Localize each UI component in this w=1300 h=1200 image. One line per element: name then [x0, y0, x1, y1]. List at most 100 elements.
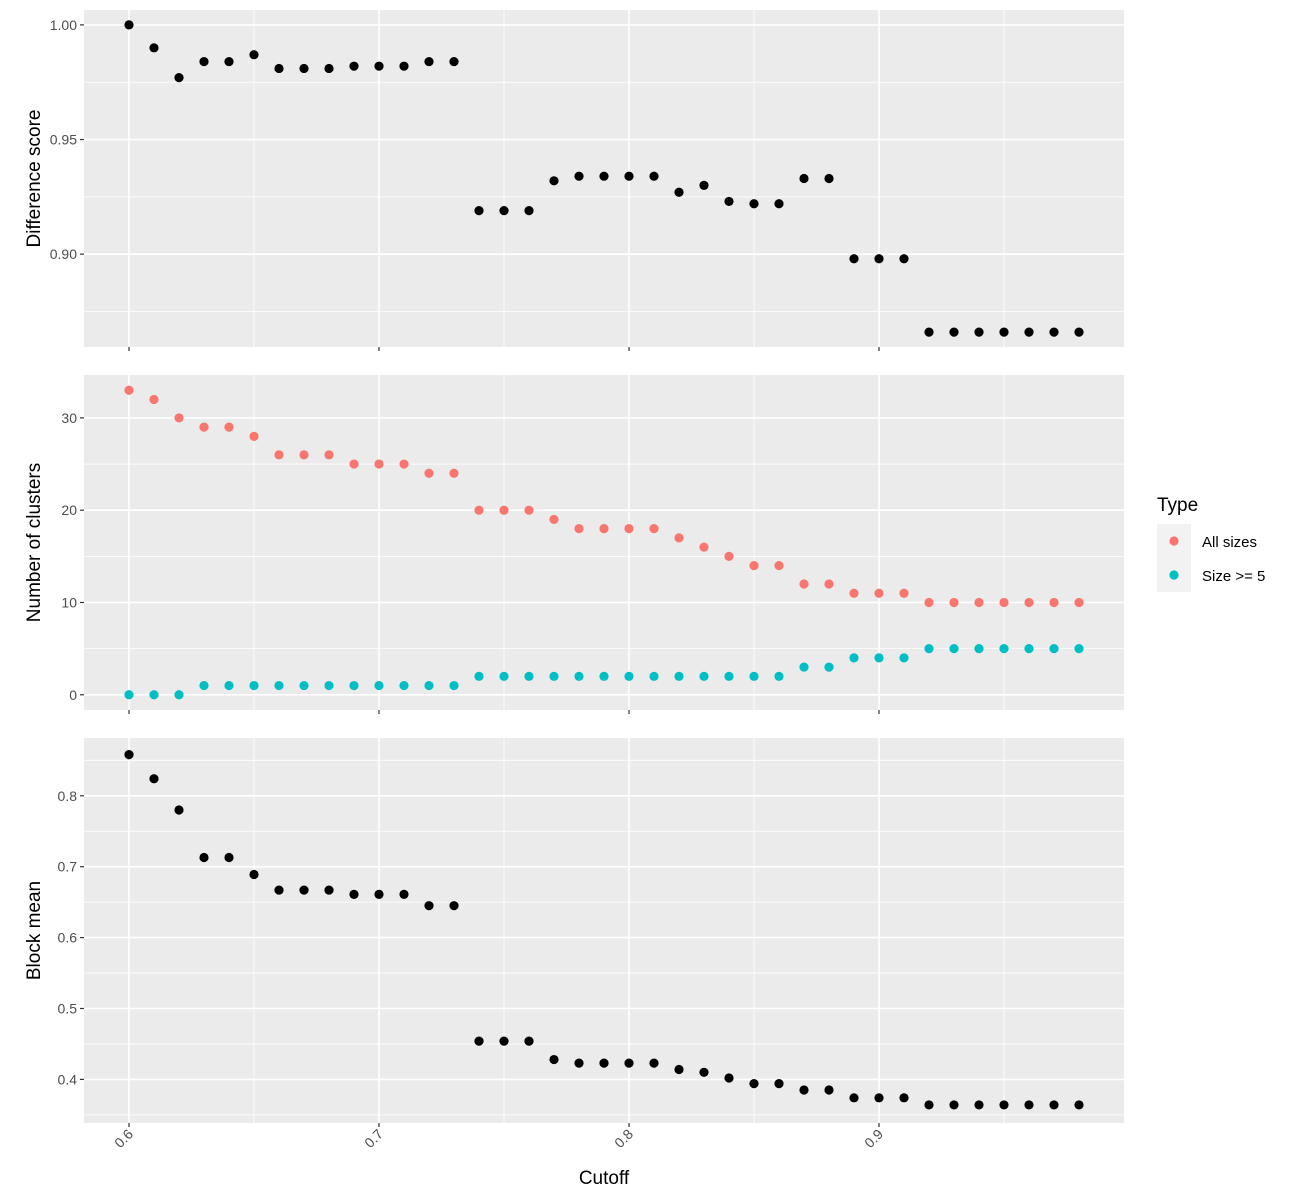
y-tick-label: 0.95 — [50, 132, 77, 148]
data-point — [324, 63, 334, 74]
panel-3: 0.4 0.5 0.6 0.7 0.8 Block mean — [24, 738, 1124, 1127]
data-point — [149, 394, 159, 405]
data-point — [599, 671, 609, 681]
data-point — [399, 459, 409, 469]
data-point — [574, 171, 584, 181]
data-point — [399, 889, 409, 899]
data-point — [124, 750, 134, 760]
data-point — [974, 597, 984, 608]
data-point — [574, 524, 584, 534]
data-point — [374, 459, 384, 469]
data-point — [1024, 327, 1034, 337]
y-tick-label: 0.6 — [58, 930, 78, 946]
data-point — [949, 327, 959, 337]
panels: 0.90 0.95 1.00 Difference score 0 10 20 30 Numbe… — [24, 10, 1124, 1151]
y-tick-label: 30 — [61, 410, 77, 426]
data-point — [124, 385, 134, 395]
data-point — [749, 199, 759, 209]
data-point — [124, 690, 134, 700]
data-point — [924, 1100, 934, 1110]
data-point — [999, 1100, 1009, 1110]
data-point — [1074, 1100, 1084, 1110]
data-point — [624, 671, 634, 681]
data-point — [349, 61, 359, 71]
data-point — [749, 560, 759, 571]
data-point — [474, 1036, 484, 1046]
data-point — [124, 20, 134, 30]
data-point — [999, 327, 1009, 337]
data-point — [199, 422, 209, 432]
data-point — [424, 468, 434, 478]
y-axis-title: Block mean — [24, 881, 45, 980]
y-axis-title: Number of clusters — [24, 463, 45, 622]
y-tick-label: 0.90 — [50, 246, 77, 262]
data-point — [424, 901, 434, 911]
data-point — [174, 413, 184, 423]
data-point — [374, 889, 384, 899]
data-point — [474, 205, 484, 216]
data-point — [324, 885, 334, 895]
data-point — [724, 671, 734, 681]
data-point — [774, 560, 784, 571]
data-point — [674, 1064, 684, 1075]
data-point — [899, 588, 909, 598]
y-tick-label: 0 — [69, 687, 77, 703]
data-point — [349, 889, 359, 899]
data-point — [574, 671, 584, 681]
data-point — [424, 56, 434, 67]
data-point — [824, 173, 834, 184]
data-point — [1049, 597, 1059, 608]
data-point — [249, 431, 259, 441]
data-point — [474, 505, 484, 515]
data-point — [849, 588, 859, 598]
data-point — [199, 680, 209, 691]
legend-key — [1169, 570, 1179, 580]
data-point — [449, 680, 459, 691]
data-point — [974, 1100, 984, 1110]
data-point — [549, 514, 559, 525]
data-point — [499, 505, 509, 515]
data-point — [149, 43, 159, 53]
data-point — [849, 254, 859, 264]
data-point — [424, 680, 434, 691]
panel-1: 0.90 0.95 1.00 Difference score — [24, 10, 1124, 351]
data-point — [324, 450, 334, 460]
data-point — [299, 680, 309, 691]
data-point — [774, 199, 784, 209]
data-point — [574, 1058, 584, 1068]
data-point — [949, 597, 959, 608]
data-point — [499, 205, 509, 216]
data-point — [524, 205, 534, 216]
data-point — [699, 671, 709, 681]
data-point — [874, 653, 884, 663]
data-point — [699, 1067, 709, 1077]
data-point — [699, 180, 709, 190]
data-point — [674, 533, 684, 543]
data-point — [874, 254, 884, 264]
data-point — [524, 505, 534, 515]
x-axis-title: Cutoff — [579, 1168, 630, 1189]
data-point — [949, 644, 959, 654]
data-point — [824, 579, 834, 589]
series-1 — [124, 750, 1084, 1110]
y-tick-label: 1.00 — [50, 17, 77, 33]
data-point — [649, 671, 659, 681]
data-point — [299, 63, 309, 74]
data-point — [824, 1085, 834, 1095]
data-point — [224, 422, 234, 432]
data-point — [649, 1058, 659, 1068]
data-point — [624, 1058, 634, 1068]
data-point — [249, 680, 259, 691]
data-point — [449, 901, 459, 911]
data-point — [1024, 644, 1034, 654]
data-point — [874, 588, 884, 598]
data-point — [199, 852, 209, 863]
legend: Type All sizes Size >= 5 — [1157, 495, 1265, 592]
data-point — [474, 671, 484, 681]
data-point — [749, 1079, 759, 1089]
data-point — [449, 468, 459, 478]
legend-label: All sizes — [1202, 534, 1257, 551]
data-point — [674, 187, 684, 197]
data-point — [899, 1093, 909, 1103]
